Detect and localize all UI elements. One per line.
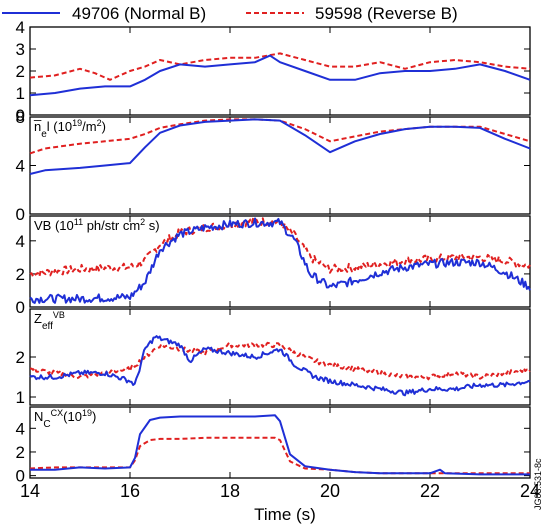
panel-3: 0 2 4 VB (1011 ph/str cm2 s) bbox=[16, 215, 531, 317]
y-tick-label: 4 bbox=[16, 18, 25, 37]
y-tick-label: 1 bbox=[16, 388, 25, 407]
series-line-reverse-b bbox=[29, 52, 531, 81]
x-tick-label: 24 bbox=[520, 481, 540, 501]
y-tick-label: 0 bbox=[16, 467, 25, 486]
legend: 49706 (Normal B) 59598 (Reverse B) bbox=[2, 4, 458, 23]
y-tick-label: 2 bbox=[16, 443, 25, 462]
y-tick-label: 4 bbox=[16, 157, 25, 176]
x-tick-label: 20 bbox=[320, 481, 340, 501]
y-tick-label: 4 bbox=[16, 232, 25, 251]
panel-frame bbox=[29, 26, 531, 116]
y-tick-label: 0 bbox=[16, 106, 25, 125]
y-tick-label: 4 bbox=[16, 419, 25, 438]
y-tick-label: 1 bbox=[16, 84, 25, 103]
x-axis-label: Time (s) bbox=[254, 505, 316, 524]
series-line-normal-b bbox=[29, 54, 531, 97]
y-tick-label: 8 bbox=[16, 108, 25, 127]
x-tick-label: 22 bbox=[420, 481, 440, 501]
y-tick-label: 0 bbox=[16, 298, 25, 317]
series-line-normal-b bbox=[29, 335, 531, 397]
series-line-normal-b bbox=[29, 217, 531, 304]
panel-5: 0 2 4 NCCX(1019) bbox=[16, 406, 531, 486]
x-tick-label: 14 bbox=[20, 481, 40, 501]
x-tick-label: 18 bbox=[220, 481, 240, 501]
series-line-normal-b bbox=[30, 414, 530, 476]
panel-4: 1 2 ZeffVB bbox=[16, 308, 531, 407]
panel-label: NCCX(1019) bbox=[34, 408, 96, 430]
y-tick-label: 3 bbox=[16, 40, 25, 59]
series-line-normal-b bbox=[29, 118, 531, 175]
panel-2: 0 4 8 n̅el (1019/m2) bbox=[16, 108, 531, 224]
figure-code: JG03.531-8c bbox=[533, 458, 543, 510]
x-tick-label: 16 bbox=[120, 481, 140, 501]
y-tick-label: 0 bbox=[16, 205, 25, 224]
legend-label-reverse-b: 59598 (Reverse B) bbox=[315, 4, 458, 23]
panel-label: n̅el (1019/m2) bbox=[34, 118, 106, 140]
y-tick-label: 2 bbox=[16, 62, 25, 81]
panel-label: VB (1011 ph/str cm2 s) bbox=[34, 217, 160, 233]
x-axis: 14 16 18 20 22 24 bbox=[20, 481, 540, 501]
panel-1: 01234e> (1019/m3) bbox=[16, 18, 531, 125]
panel-frame bbox=[29, 215, 531, 308]
panel-frame bbox=[29, 406, 531, 479]
y-tick-label: 2 bbox=[16, 348, 25, 367]
y-tick-label: 2 bbox=[16, 265, 25, 284]
legend-label-normal-b: 49706 (Normal B) bbox=[72, 4, 206, 23]
panel-label: ZeffVB bbox=[34, 310, 65, 332]
series-line-reverse-b bbox=[30, 341, 531, 381]
